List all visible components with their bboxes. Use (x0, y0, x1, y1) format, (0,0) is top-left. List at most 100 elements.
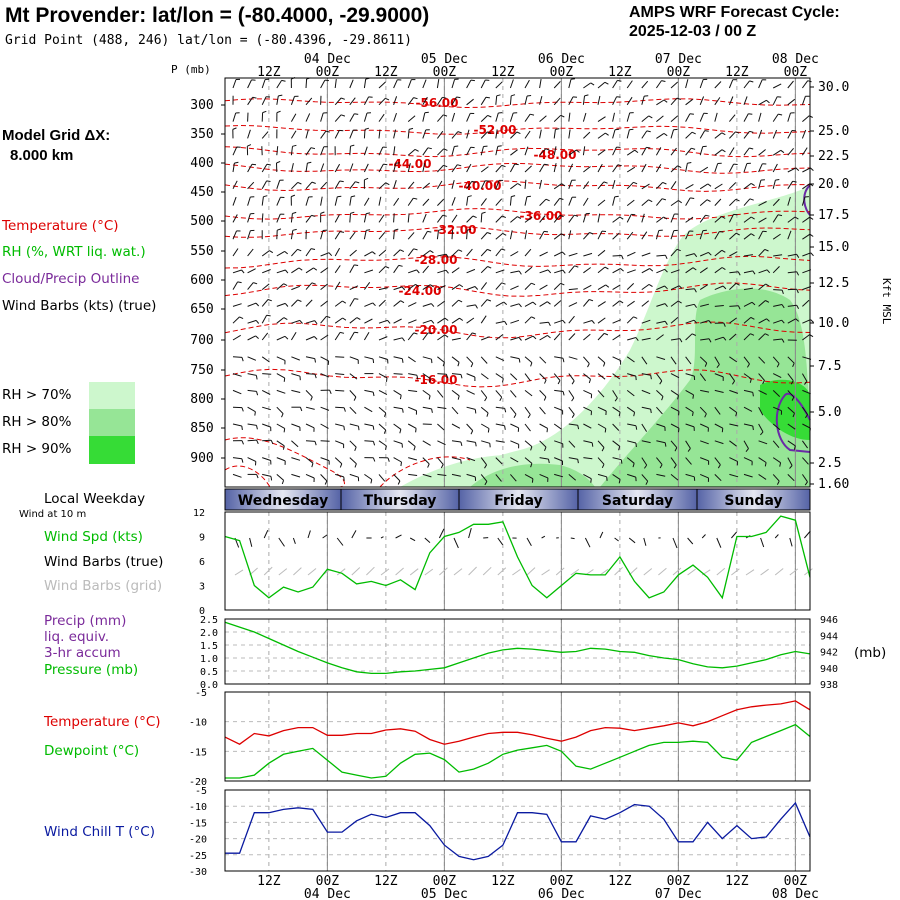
wind-barb (422, 389, 431, 397)
wind-barb (568, 315, 575, 324)
wind-barb-flag (460, 459, 462, 464)
pressure-tick-label: 500 (190, 214, 213, 229)
wind-barb (656, 356, 666, 360)
wind-barb-flag (310, 147, 316, 150)
wind-barb-flag (676, 248, 681, 252)
wind-barb-flag (693, 304, 698, 308)
wind-barb-grid (512, 568, 521, 576)
weekday-label: Saturday (602, 493, 673, 509)
chill-tick-label: -20 (189, 835, 207, 846)
wind-barb (670, 200, 679, 207)
wind-barb-flag (458, 299, 463, 303)
wind-barb-flag (677, 300, 682, 304)
wind-barb-flag (267, 299, 272, 302)
wind-tick-label: 9 (199, 533, 205, 544)
wind-barb (539, 198, 547, 206)
wind-barb (422, 457, 430, 465)
wind-barb (436, 214, 444, 223)
wind-barb (393, 163, 397, 173)
wind-barb-true (497, 537, 504, 546)
wind-barb (349, 373, 358, 380)
wind-barb (495, 457, 503, 465)
wind-barb (656, 132, 665, 139)
wind-barb (743, 373, 752, 380)
wind-barb (743, 113, 749, 122)
wind-barb (743, 80, 750, 89)
wind-barb (714, 231, 720, 240)
wind-barb (641, 356, 648, 365)
wind-barb (349, 473, 359, 478)
wind-barb (495, 282, 503, 290)
wind-barb (247, 196, 251, 206)
bottom-date-label: 04 Dec (304, 887, 351, 900)
wind-barb (802, 286, 812, 291)
height-tick-label: 10.0 (818, 316, 849, 331)
wind-barb (349, 146, 351, 156)
wind-barb-flag (342, 317, 347, 321)
wind-barb (276, 457, 286, 462)
wind-barb-flag (571, 414, 575, 418)
wind-barb-grid (380, 568, 390, 576)
wind-barb (510, 149, 518, 156)
wind-barb-flag (427, 332, 433, 335)
height-tick-label: 7.5 (818, 359, 841, 374)
wind-barb (714, 81, 722, 89)
wind-barb (466, 79, 472, 89)
wind-barb (539, 440, 547, 448)
wind-barb (480, 180, 486, 190)
wind-barb (349, 213, 351, 223)
wind-barb (553, 97, 561, 106)
wind-barb (363, 163, 369, 173)
wind-barb (758, 283, 767, 290)
wind-barb-flag (427, 230, 432, 233)
wind-barb (291, 440, 299, 448)
wind-barb (539, 473, 549, 479)
wind-barb-flag (663, 99, 668, 103)
wind-barb (510, 356, 520, 360)
wind-barb (247, 79, 252, 89)
wind-barb (627, 473, 636, 478)
wind-barb (539, 269, 549, 274)
wind-barb (451, 337, 461, 341)
wind-barb (363, 146, 368, 156)
wind-barb (466, 304, 476, 307)
wind-barb-flag (383, 429, 387, 434)
wind-barb-grid (658, 567, 667, 576)
wind-barb-flag (750, 316, 755, 320)
wind-barb (466, 457, 476, 462)
wind-barb (247, 163, 253, 173)
wind-barb-flag (562, 269, 566, 274)
wind-barb-flag (559, 214, 564, 218)
wind-barb-grid (366, 566, 375, 576)
wind-barb (422, 182, 431, 190)
wind-barb (772, 214, 779, 223)
forecast-cycle-label: AMPS WRF Forecast Cycle: (629, 4, 840, 21)
wind-barb (451, 389, 460, 397)
wind-barb (641, 283, 650, 291)
wind-barb (612, 129, 616, 139)
wind-barb-true (599, 531, 604, 539)
wind-barb (276, 373, 285, 379)
wind-barb (524, 390, 533, 397)
wind-barb (568, 373, 575, 382)
wind-barb (393, 79, 398, 89)
weekday-label: Wednesday (238, 493, 328, 509)
pressure-tick-label: 700 (190, 333, 213, 348)
wind-barb (422, 198, 430, 206)
wind-barb (393, 146, 396, 156)
wind-barb-flag (750, 216, 755, 220)
wind-barb-flag (292, 228, 297, 231)
wind-barb (320, 474, 328, 482)
rh-swatch-90 (89, 436, 135, 464)
wind-barb (700, 457, 709, 462)
wind-barb (743, 317, 752, 324)
wind-barb (378, 129, 381, 139)
wind-barb (582, 213, 587, 223)
wind-barb (436, 79, 440, 89)
wind-barb-flag (544, 379, 547, 384)
wind-barb (699, 251, 709, 257)
wind-barb-flag (413, 446, 416, 451)
wind-barb (641, 115, 650, 122)
legend-temperature: Temperature (°C) (2, 218, 119, 234)
wind-barb (393, 423, 402, 430)
